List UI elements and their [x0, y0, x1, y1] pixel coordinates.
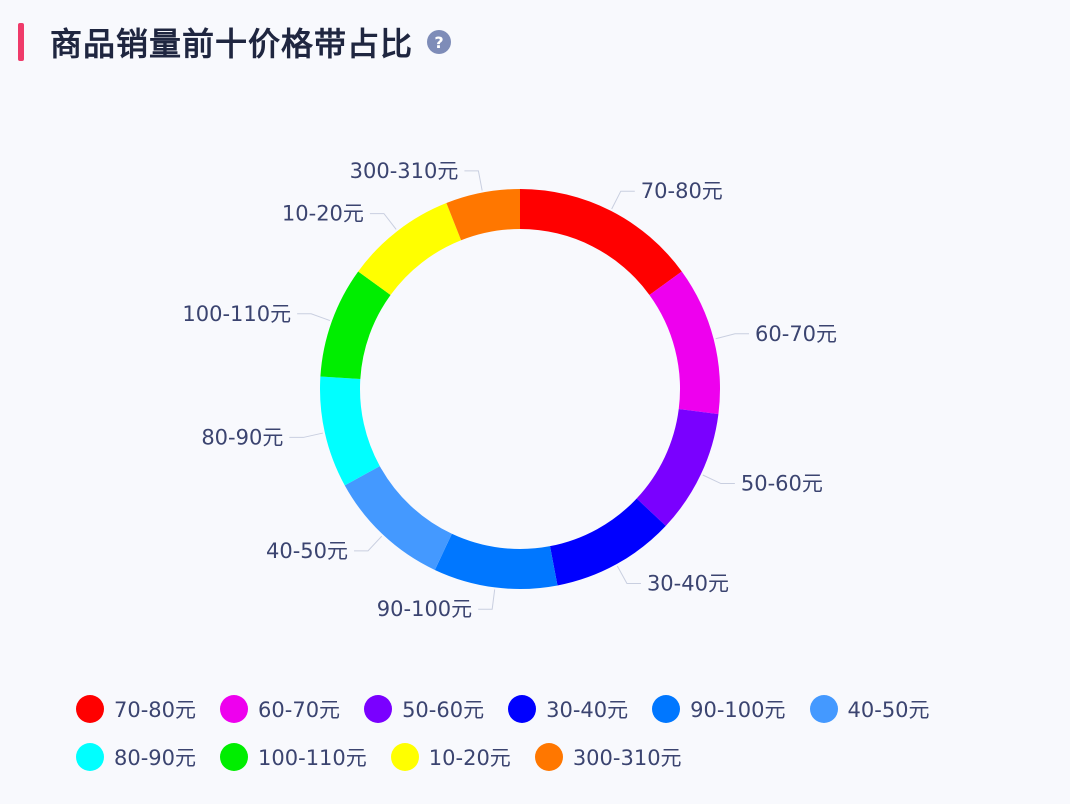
- legend-item[interactable]: 80-90元: [76, 742, 196, 772]
- donut-slice[interactable]: [358, 203, 462, 295]
- donut-slice[interactable]: [520, 189, 682, 295]
- legend-swatch: [76, 695, 104, 723]
- donut-slice[interactable]: [636, 409, 719, 526]
- slice-leader-line: [611, 190, 635, 210]
- legend-item[interactable]: 10-20元: [390, 742, 511, 772]
- slice-leader-line: [354, 535, 383, 552]
- slice-leader-line: [715, 333, 750, 340]
- legend-item[interactable]: 70-80元: [76, 694, 196, 724]
- slice-label: 10-20元: [282, 202, 364, 226]
- slice-leader-line: [289, 432, 323, 438]
- chart-title: 商品销量前十价格带占比: [50, 25, 414, 63]
- legend-label: 80-90元: [114, 746, 197, 770]
- legend-swatch: [809, 695, 838, 723]
- legend-label: 50-60元: [402, 698, 485, 722]
- donut-chart: 70-80元 60-70元 50-60元 30-40元 90-100元 40-50元 80-…: [182, 159, 837, 621]
- slice-label: 50-60元: [741, 472, 823, 496]
- legend-label: 70-80元: [114, 698, 197, 722]
- donut-slice[interactable]: [446, 189, 520, 241]
- slice-leader-line: [616, 565, 641, 585]
- donut-slice[interactable]: [344, 466, 452, 570]
- legend-swatch: [220, 743, 249, 771]
- slice-leader-line: [478, 589, 496, 610]
- slice-label: 70-80元: [641, 179, 723, 203]
- donut-slice[interactable]: [649, 271, 720, 415]
- slice-label: 300-310元: [350, 159, 459, 183]
- legend-swatch: [76, 743, 104, 771]
- slice-leader-line: [702, 474, 735, 485]
- legend-swatch: [390, 743, 419, 771]
- chart-header: 商品销量前十价格带占比 ?: [18, 20, 452, 64]
- legend-item[interactable]: 30-40元: [508, 694, 628, 724]
- donut-slice[interactable]: [320, 271, 391, 379]
- slice-leader-line: [297, 313, 331, 322]
- legend-label: 40-50元: [847, 698, 930, 722]
- legend-label: 90-100元: [690, 698, 786, 722]
- legend-item[interactable]: 300-310元: [534, 742, 682, 772]
- legend-swatch: [508, 695, 537, 723]
- slice-label: 60-70元: [755, 322, 837, 346]
- slice-label: 40-50元: [266, 539, 348, 563]
- slice-leader-line: [464, 170, 483, 191]
- donut-slice[interactable]: [320, 376, 380, 486]
- legend-swatch: [534, 743, 563, 771]
- title-accent-bar: [18, 23, 24, 61]
- legend-swatch: [364, 695, 393, 723]
- legend-swatch: [220, 695, 249, 723]
- legend-label: 100-110元: [258, 746, 367, 770]
- legend-label: 30-40元: [546, 698, 629, 722]
- legend-item[interactable]: 100-110元: [220, 742, 367, 772]
- legend-swatch: [652, 695, 681, 723]
- legend-item[interactable]: 60-70元: [220, 694, 340, 724]
- question-circle-icon[interactable]: ?: [427, 30, 452, 54]
- slice-label: 100-110元: [182, 302, 291, 326]
- donut-slice[interactable]: [549, 498, 666, 586]
- legend-item[interactable]: 90-100元: [652, 694, 786, 724]
- donut-slice[interactable]: [434, 533, 558, 589]
- chart-legend: 70-80元 60-70元 50-60元 30-40元 90-100元 40-50元 80-…: [76, 694, 1036, 772]
- slice-leader-line: [369, 213, 397, 230]
- legend-item[interactable]: 40-50元: [809, 694, 930, 724]
- legend-label: 300-310元: [572, 746, 682, 770]
- legend-label: 10-20元: [428, 746, 511, 770]
- slice-label: 30-40元: [647, 572, 729, 596]
- legend-item[interactable]: 50-60元: [364, 694, 484, 724]
- legend-label: 60-70元: [258, 698, 341, 722]
- slice-label: 80-90元: [201, 425, 283, 449]
- slice-label: 90-100元: [377, 597, 472, 621]
